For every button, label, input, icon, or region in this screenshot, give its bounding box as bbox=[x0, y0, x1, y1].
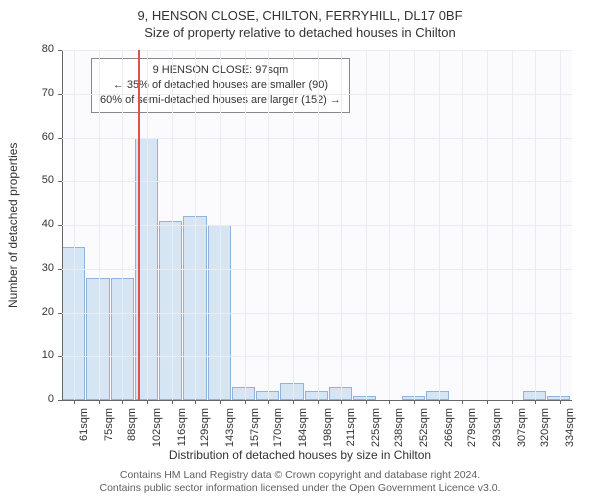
gridline-vertical bbox=[220, 50, 221, 400]
xtick-label: 61sqm bbox=[78, 408, 90, 450]
xtick-mark bbox=[439, 400, 440, 404]
gridline-vertical bbox=[512, 50, 513, 400]
ytick-label: 0 bbox=[6, 393, 54, 405]
ytick-mark bbox=[58, 94, 62, 95]
footer-line2: Contains public sector information licen… bbox=[0, 482, 600, 496]
xtick-label: 102sqm bbox=[151, 408, 163, 450]
gridline-vertical bbox=[147, 50, 148, 400]
histogram-bar bbox=[280, 383, 303, 401]
xtick-label: 225sqm bbox=[370, 408, 382, 450]
xtick-mark bbox=[172, 400, 173, 404]
histogram-bar bbox=[159, 221, 182, 400]
chart-subtitle: Size of property relative to detached ho… bbox=[0, 23, 600, 40]
ytick-mark bbox=[58, 225, 62, 226]
xtick-label: 157sqm bbox=[249, 408, 261, 450]
ytick-label: 70 bbox=[6, 87, 54, 99]
x-axis-label: Distribution of detached houses by size … bbox=[0, 448, 600, 462]
xtick-label: 252sqm bbox=[418, 408, 430, 450]
xtick-mark bbox=[99, 400, 100, 404]
ytick-mark bbox=[58, 356, 62, 357]
xtick-label: 129sqm bbox=[199, 408, 211, 450]
chart-title: 9, HENSON CLOSE, CHILTON, FERRYHILL, DL1… bbox=[0, 0, 600, 23]
xtick-mark bbox=[487, 400, 488, 404]
gridline-vertical bbox=[560, 50, 561, 400]
chart-container: 9, HENSON CLOSE, CHILTON, FERRYHILL, DL1… bbox=[0, 0, 600, 500]
xtick-label: 75sqm bbox=[103, 408, 115, 450]
ytick-label: 30 bbox=[6, 262, 54, 274]
gridline-vertical bbox=[414, 50, 415, 400]
xtick-label: 334sqm bbox=[564, 408, 576, 450]
gridline-vertical bbox=[318, 50, 319, 400]
gridline-vertical bbox=[487, 50, 488, 400]
xtick-mark bbox=[293, 400, 294, 404]
ytick-mark bbox=[58, 138, 62, 139]
xtick-label: 184sqm bbox=[297, 408, 309, 450]
gridline-vertical bbox=[389, 50, 390, 400]
gridline-vertical bbox=[341, 50, 342, 400]
xtick-label: 266sqm bbox=[443, 408, 455, 450]
ytick-label: 20 bbox=[6, 306, 54, 318]
ytick-mark bbox=[58, 50, 62, 51]
footer-attribution: Contains HM Land Registry data © Crown c… bbox=[0, 469, 600, 496]
gridline-vertical bbox=[268, 50, 269, 400]
xtick-mark bbox=[462, 400, 463, 404]
xtick-label: 293sqm bbox=[491, 408, 503, 450]
ytick-mark bbox=[58, 181, 62, 182]
histogram-bar bbox=[232, 387, 255, 400]
gridline-vertical bbox=[74, 50, 75, 400]
histogram-bar bbox=[305, 391, 328, 400]
xtick-label: 143sqm bbox=[224, 408, 236, 450]
xtick-mark bbox=[560, 400, 561, 404]
xtick-mark bbox=[389, 400, 390, 404]
xtick-mark bbox=[195, 400, 196, 404]
footer-line1: Contains HM Land Registry data © Crown c… bbox=[0, 469, 600, 483]
xtick-label: 238sqm bbox=[393, 408, 405, 450]
ytick-label: 60 bbox=[6, 131, 54, 143]
gridline-vertical bbox=[99, 50, 100, 400]
xtick-mark bbox=[74, 400, 75, 404]
gridline-vertical bbox=[535, 50, 536, 400]
xtick-mark bbox=[220, 400, 221, 404]
xtick-mark bbox=[147, 400, 148, 404]
xtick-label: 320sqm bbox=[539, 408, 551, 450]
xtick-mark bbox=[268, 400, 269, 404]
ytick-label: 80 bbox=[6, 43, 54, 55]
ytick-mark bbox=[58, 400, 62, 401]
xtick-label: 279sqm bbox=[466, 408, 478, 450]
ytick-label: 50 bbox=[6, 174, 54, 186]
xtick-mark bbox=[512, 400, 513, 404]
gridline-vertical bbox=[245, 50, 246, 400]
xtick-mark bbox=[318, 400, 319, 404]
ytick-mark bbox=[58, 269, 62, 270]
gridline-vertical bbox=[462, 50, 463, 400]
xtick-mark bbox=[341, 400, 342, 404]
xtick-label: 116sqm bbox=[176, 408, 188, 450]
xtick-mark bbox=[366, 400, 367, 404]
xtick-mark bbox=[414, 400, 415, 404]
xtick-label: 170sqm bbox=[272, 408, 284, 450]
ytick-mark bbox=[58, 313, 62, 314]
gridline-vertical bbox=[293, 50, 294, 400]
gridline-vertical bbox=[172, 50, 173, 400]
histogram-bar bbox=[426, 391, 449, 400]
xtick-mark bbox=[122, 400, 123, 404]
gridline-vertical bbox=[366, 50, 367, 400]
xtick-mark bbox=[535, 400, 536, 404]
xtick-label: 211sqm bbox=[345, 408, 357, 450]
xtick-label: 198sqm bbox=[322, 408, 334, 450]
ytick-label: 10 bbox=[6, 349, 54, 361]
marker-line bbox=[138, 50, 140, 400]
gridline-vertical bbox=[122, 50, 123, 400]
xtick-label: 88sqm bbox=[126, 408, 138, 450]
xtick-label: 307sqm bbox=[516, 408, 528, 450]
histogram-bar bbox=[86, 278, 109, 401]
gridline-vertical bbox=[195, 50, 196, 400]
gridline-vertical bbox=[439, 50, 440, 400]
ytick-label: 40 bbox=[6, 218, 54, 230]
xtick-mark bbox=[245, 400, 246, 404]
